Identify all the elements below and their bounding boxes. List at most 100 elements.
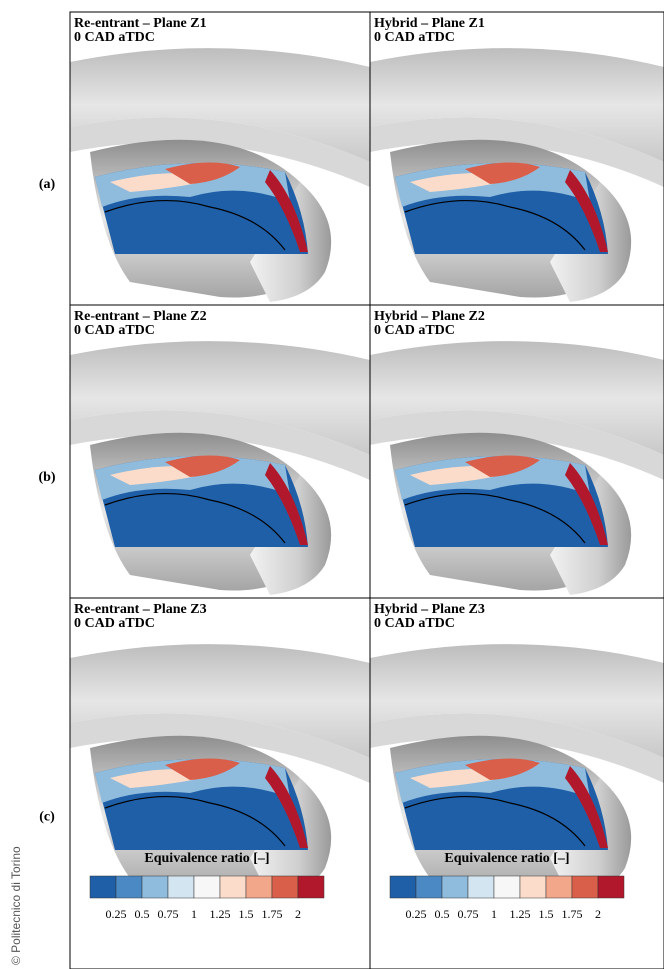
panel-subtitle: 0 CAD aTDC bbox=[74, 30, 155, 45]
ring bbox=[70, 644, 370, 758]
geometry bbox=[370, 644, 664, 891]
panel-subtitle: 0 CAD aTDC bbox=[374, 616, 455, 631]
ring-inner bbox=[70, 713, 370, 783]
panel-subtitle: 0 CAD aTDC bbox=[74, 323, 155, 338]
panel-title: Re-entrant – Plane Z3 bbox=[74, 602, 207, 617]
colorbar-swatch bbox=[441, 875, 469, 899]
panel-title: Re-entrant – Plane Z1 bbox=[74, 16, 207, 31]
panel-subtitle: 0 CAD aTDC bbox=[374, 30, 455, 45]
colorbar-tick: 1 bbox=[191, 907, 197, 921]
contour bbox=[395, 456, 590, 500]
colorbar-swatch bbox=[219, 875, 247, 899]
contour bbox=[465, 162, 540, 184]
colorbar-tick: 1.25 bbox=[510, 907, 531, 921]
colorbar-swatch bbox=[597, 875, 625, 899]
contour-line bbox=[404, 199, 586, 251]
colorbar-swatch bbox=[167, 875, 195, 899]
colorbar-swatch bbox=[141, 875, 169, 899]
ring bbox=[370, 48, 664, 162]
colorbar-tick: 1.75 bbox=[562, 907, 583, 921]
contour bbox=[465, 758, 540, 780]
contour bbox=[265, 463, 308, 545]
ring bbox=[370, 644, 664, 758]
colorbar-swatch bbox=[545, 875, 573, 899]
contour-line bbox=[404, 795, 586, 847]
contour bbox=[265, 170, 308, 252]
colorbar-tick: 0.75 bbox=[458, 907, 479, 921]
panel-title: Hybrid – Plane Z2 bbox=[374, 309, 485, 324]
colorbar-tick: 1.5 bbox=[539, 907, 554, 921]
ring-inner bbox=[370, 713, 664, 783]
panel-border bbox=[369, 597, 664, 969]
contour bbox=[95, 456, 290, 500]
colorbar-tick: 0.5 bbox=[435, 907, 450, 921]
geometry bbox=[70, 644, 370, 891]
colorbar-swatch bbox=[467, 875, 495, 899]
colorbar-tick: 0.75 bbox=[158, 907, 179, 921]
panel: Hybrid – Plane Z30 CAD aTDC bbox=[369, 597, 664, 969]
contour-line bbox=[104, 199, 286, 251]
panel: Re-entrant – Plane Z20 CAD aTDC bbox=[69, 304, 371, 599]
colorbar-swatch bbox=[297, 875, 325, 899]
colorbar-tick: 0.25 bbox=[106, 907, 127, 921]
panel-title: Hybrid – Plane Z1 bbox=[374, 16, 485, 31]
colorbar-tick: 1.5 bbox=[239, 907, 254, 921]
contour bbox=[165, 758, 240, 780]
ring bbox=[70, 341, 370, 455]
colorbar-swatch bbox=[415, 875, 443, 899]
colorbar-tick: 0.25 bbox=[406, 907, 427, 921]
contour-line bbox=[404, 492, 586, 544]
panel-title: Re-entrant – Plane Z2 bbox=[74, 309, 207, 324]
contour bbox=[165, 162, 240, 184]
contour-line bbox=[104, 492, 286, 544]
panel: Hybrid – Plane Z20 CAD aTDC bbox=[369, 304, 664, 599]
panel: Re-entrant – Plane Z30 CAD aTDC bbox=[69, 597, 371, 969]
ring-inner bbox=[370, 410, 664, 480]
ring-inner bbox=[370, 117, 664, 187]
row-label: (b) bbox=[38, 470, 55, 485]
contour bbox=[565, 463, 608, 545]
colorbar-title: Equivalence ratio [–] bbox=[144, 851, 269, 866]
contour bbox=[395, 759, 590, 803]
colorbar-tick: 0.5 bbox=[135, 907, 150, 921]
contour bbox=[565, 766, 608, 848]
geometry bbox=[370, 341, 664, 595]
contour-line bbox=[104, 795, 286, 847]
contour bbox=[265, 766, 308, 848]
row-label: (c) bbox=[39, 810, 55, 825]
copyright: © Politecnico di Torino bbox=[9, 846, 23, 965]
ring-inner bbox=[70, 117, 370, 187]
contour bbox=[95, 163, 290, 207]
colorbar-tick: 1.25 bbox=[210, 907, 231, 921]
colorbar-tick: 2 bbox=[595, 907, 601, 921]
row-label: (a) bbox=[39, 177, 56, 192]
colorbar-swatch bbox=[519, 875, 547, 899]
contour bbox=[395, 163, 590, 207]
ring bbox=[70, 48, 370, 162]
colorbar-swatch bbox=[193, 875, 221, 899]
panel-title: Hybrid – Plane Z3 bbox=[374, 602, 485, 617]
colorbar-tick: 2 bbox=[295, 907, 301, 921]
colorbar-swatch bbox=[245, 875, 273, 899]
colorbar-swatch bbox=[493, 875, 521, 899]
colorbar-title: Equivalence ratio [–] bbox=[444, 851, 569, 866]
panel-subtitle: 0 CAD aTDC bbox=[74, 616, 155, 631]
geometry bbox=[370, 48, 664, 302]
colorbar-swatch bbox=[271, 875, 299, 899]
geometry bbox=[70, 341, 370, 595]
colorbar-tick: 1.75 bbox=[262, 907, 283, 921]
contour bbox=[95, 759, 290, 803]
colorbar-swatch bbox=[115, 875, 143, 899]
panel: Hybrid – Plane Z10 CAD aTDC bbox=[369, 11, 664, 306]
colorbar-tick: 1 bbox=[491, 907, 497, 921]
contour bbox=[165, 455, 240, 477]
ring-inner bbox=[70, 410, 370, 480]
geometry bbox=[70, 48, 370, 302]
colorbar-swatch bbox=[571, 875, 599, 899]
colorbar-swatch bbox=[389, 875, 417, 899]
ring bbox=[370, 341, 664, 455]
panel-subtitle: 0 CAD aTDC bbox=[374, 323, 455, 338]
contour bbox=[565, 170, 608, 252]
panel: Re-entrant – Plane Z10 CAD aTDC bbox=[69, 11, 371, 306]
